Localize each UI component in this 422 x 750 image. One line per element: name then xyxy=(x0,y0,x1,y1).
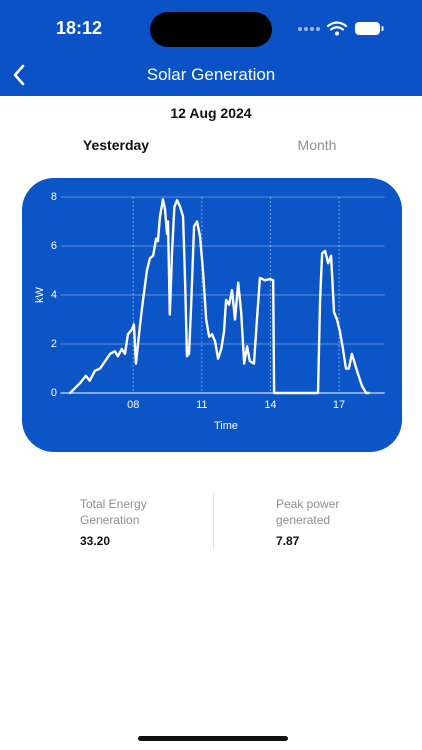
wifi-dot xyxy=(335,31,339,36)
status-time: 18:12 xyxy=(56,18,103,38)
x-tick-label: 08 xyxy=(127,399,139,411)
y-tick-label: 6 xyxy=(51,240,57,252)
stat-divider xyxy=(213,492,214,550)
chart-card xyxy=(22,178,402,452)
y-tick-label: 2 xyxy=(51,338,57,350)
x-axis-label: Time xyxy=(214,420,238,432)
battery-tip xyxy=(381,26,384,31)
home-indicator xyxy=(138,736,288,741)
y-tick-label: 4 xyxy=(51,289,57,301)
stat-value: 7.87 xyxy=(276,534,300,548)
tab-month[interactable]: Month xyxy=(297,137,337,153)
data-line xyxy=(68,198,370,395)
stat-label: Peak power generated xyxy=(276,497,340,527)
signal-dots xyxy=(298,27,320,31)
dynamic-island xyxy=(150,12,272,47)
screen-title: Solar Generation xyxy=(146,65,276,84)
y-tick-label: 8 xyxy=(51,191,57,203)
x-tick-label: 14 xyxy=(264,399,276,411)
back-button[interactable] xyxy=(10,63,30,87)
y-tick-label: 0 xyxy=(51,387,57,399)
y-axis-label: kW xyxy=(34,286,46,303)
wifi-icon xyxy=(326,21,348,31)
stat-value: 33.20 xyxy=(80,534,111,548)
date-label: 12 Aug 2024 xyxy=(170,105,252,121)
battery-icon xyxy=(355,22,380,35)
stat-label: Total Energy Generation xyxy=(80,497,147,527)
x-tick-label: 17 xyxy=(333,399,345,411)
status-icons xyxy=(298,21,384,36)
tab-yesterday[interactable]: Yesterday xyxy=(82,137,150,153)
x-tick-label: 11 xyxy=(196,399,207,411)
chart: Time kW 0 2 4 6 8 08 11 14 17 xyxy=(22,178,402,452)
